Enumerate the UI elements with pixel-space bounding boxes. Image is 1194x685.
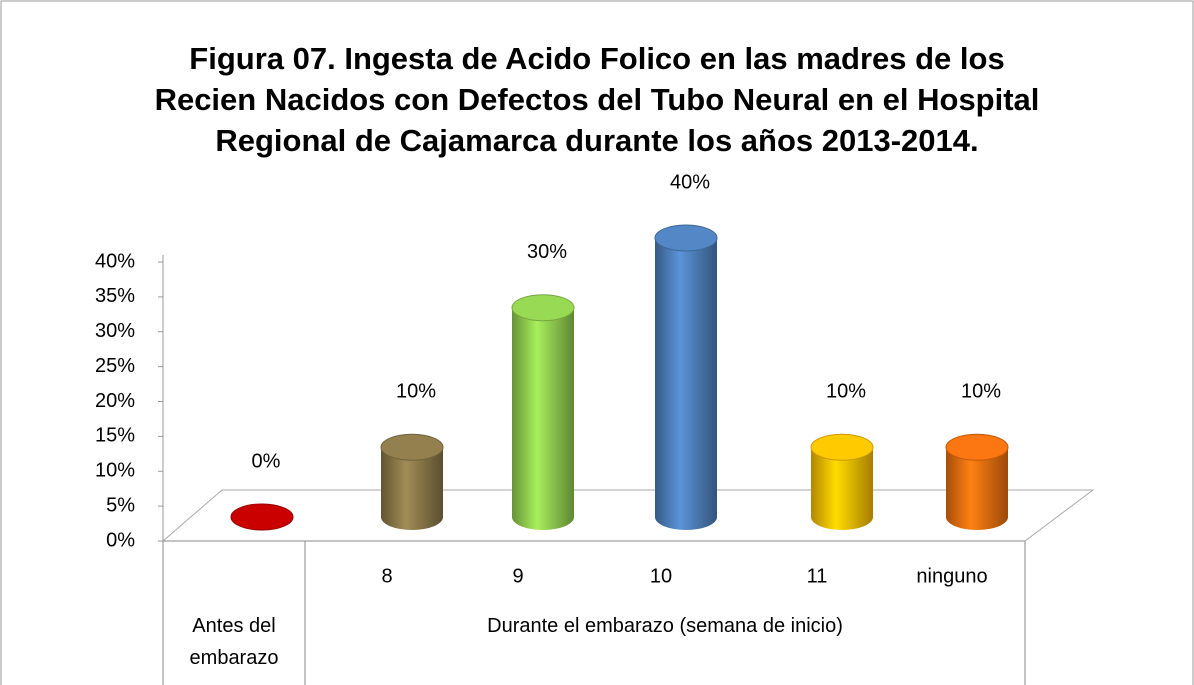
y-tick-label: 30% <box>95 320 135 342</box>
y-tick-label: 0% <box>106 529 135 551</box>
y-tick-label: 20% <box>95 390 135 412</box>
y-tick-label: 15% <box>95 425 135 447</box>
bar <box>655 238 717 530</box>
bar-top <box>945 433 1009 461</box>
bar-top <box>810 433 874 461</box>
y-tick-label: 40% <box>95 250 135 272</box>
outer-category-label: Durante el embarazo (semana de inicio) <box>487 615 843 637</box>
value-label: 10% <box>826 381 866 403</box>
bar-top <box>230 503 294 531</box>
x-tick-label: 9 <box>512 565 523 587</box>
value-label: 40% <box>670 171 710 193</box>
chart-title: Figura 07. Ingesta de Acido Folico en la… <box>154 41 1040 158</box>
value-label: 0% <box>252 450 281 472</box>
x-tick-label: 10 <box>650 565 672 587</box>
value-label: 10% <box>961 381 1001 403</box>
y-tick-label: 25% <box>95 355 135 377</box>
bar-top <box>380 433 444 461</box>
x-tick-label: 11 <box>807 565 828 587</box>
bar-top <box>511 294 575 322</box>
bar <box>811 447 873 530</box>
bar <box>512 307 574 530</box>
value-label: 30% <box>527 241 567 263</box>
y-tick-label: 10% <box>95 460 135 482</box>
bar <box>381 447 443 530</box>
x-tick-label: 8 <box>381 565 392 587</box>
y-tick-label: 5% <box>106 494 135 516</box>
value-label: 10% <box>396 381 436 403</box>
y-tick-label: 35% <box>95 285 135 307</box>
x-tick-label: ninguno <box>916 565 987 587</box>
outer-category-label: Antes del embarazo <box>189 615 279 669</box>
bar <box>946 447 1008 530</box>
bar-top <box>654 224 718 252</box>
